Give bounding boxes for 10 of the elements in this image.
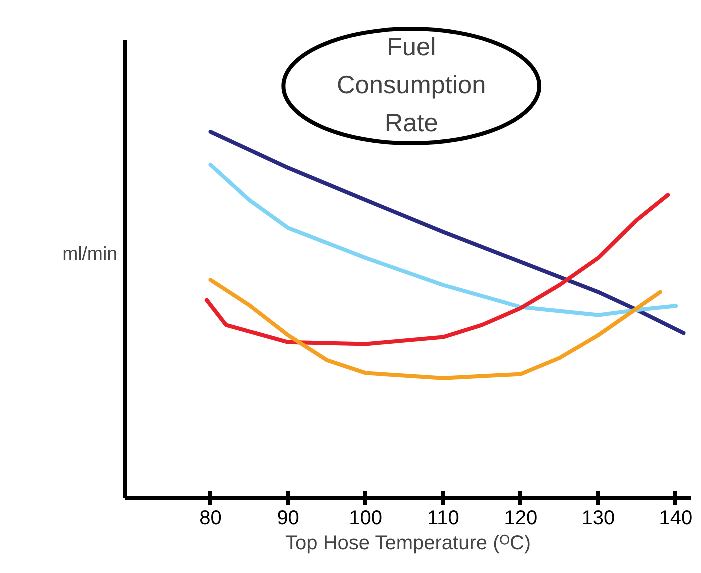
x-tick-label: 140 (659, 508, 693, 530)
chart-title: Fuel Consumption Rate (336, 33, 486, 138)
x-tick-label: 120 (504, 508, 538, 530)
x-tick-label: 80 (200, 508, 222, 530)
x-tick-label: 130 (582, 508, 616, 530)
y-axis-title: ml/min (62, 243, 118, 264)
x-tick-label: 90 (277, 508, 300, 530)
x-axis-title: Top Hose Temperature (ᴼC) (286, 532, 532, 554)
x-tick-label: 110 (427, 508, 460, 530)
x-tick-label: 100 (349, 508, 383, 530)
